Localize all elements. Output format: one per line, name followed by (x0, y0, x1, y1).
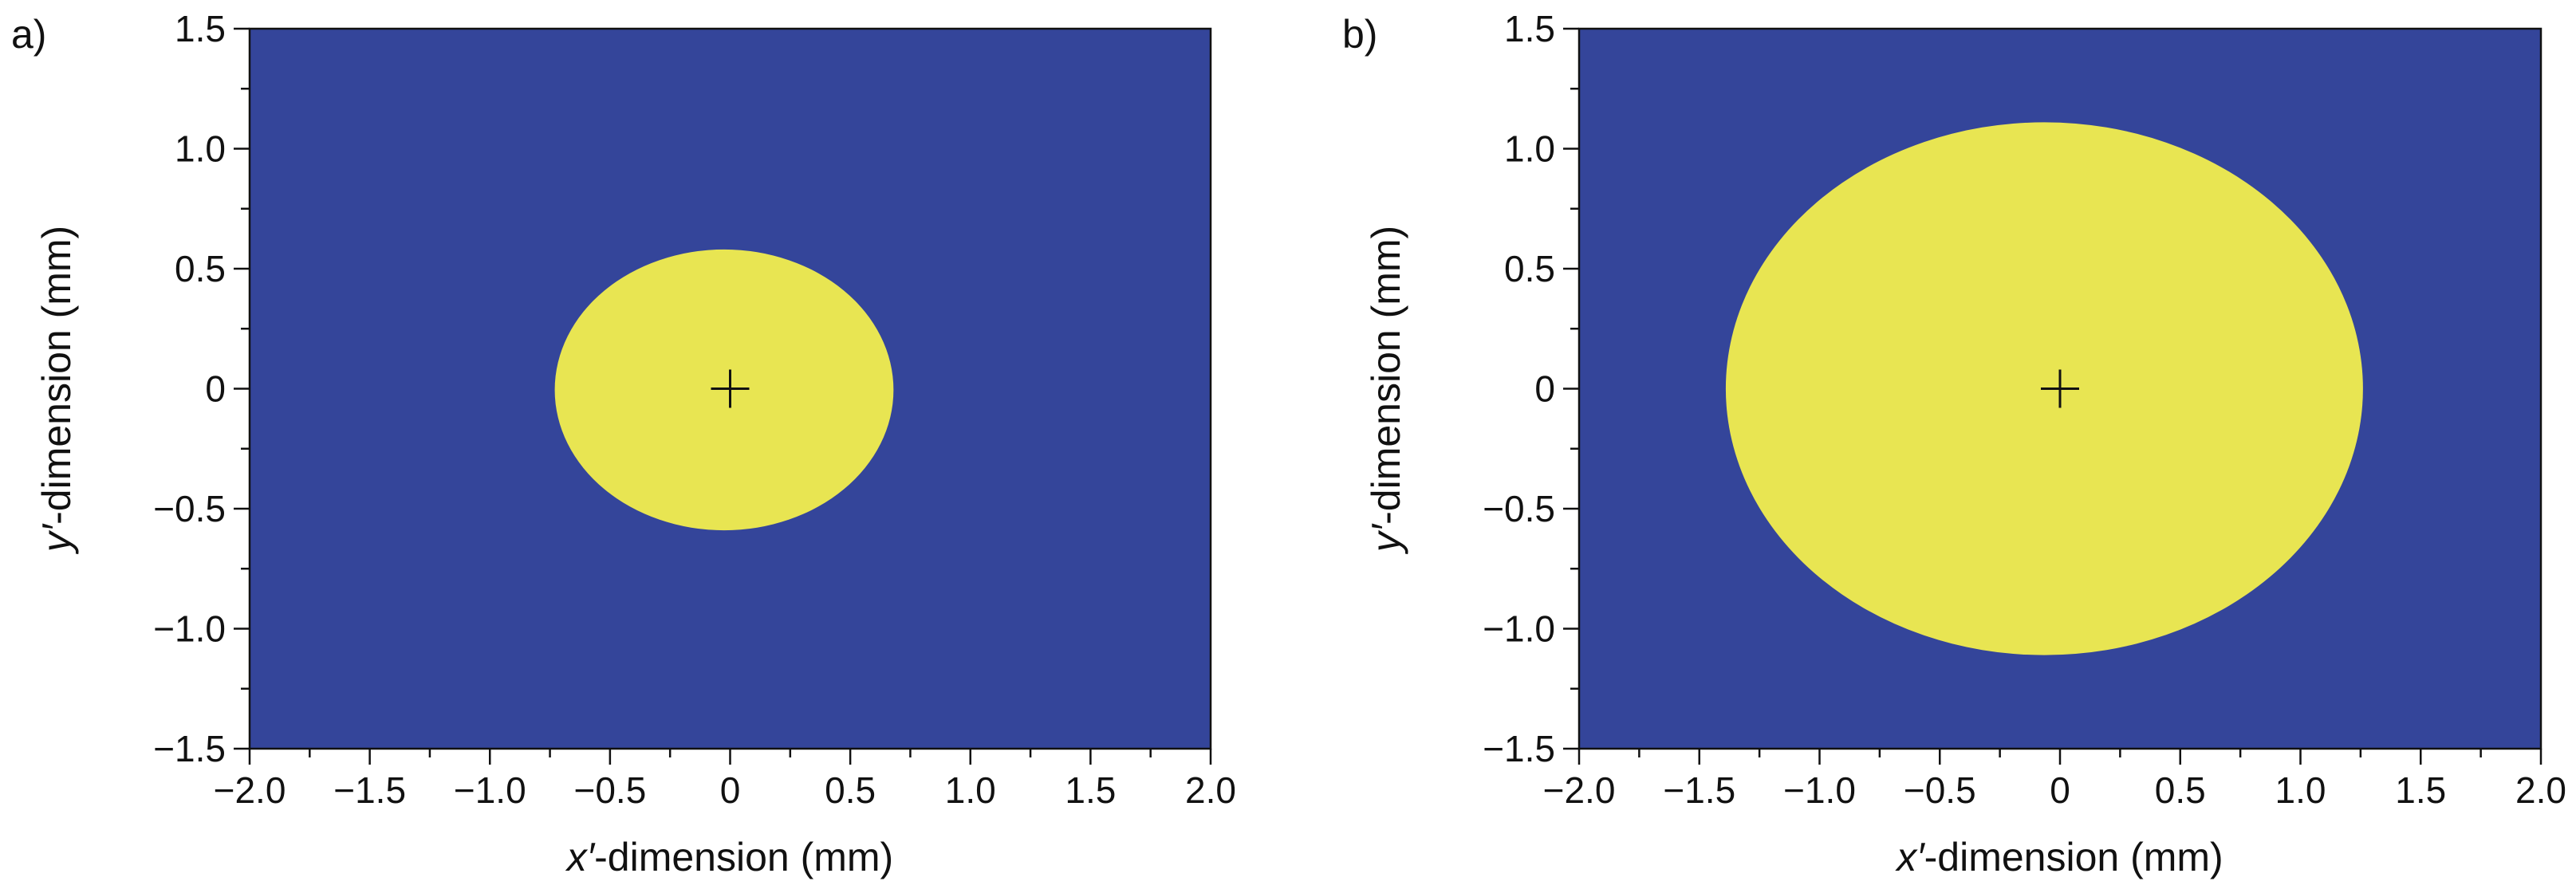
center-marker (2041, 369, 2079, 408)
y-tick-label: −1.0 (153, 608, 226, 650)
y-tick-label: 0 (205, 368, 226, 410)
x-tick-label: 2.0 (2515, 769, 2566, 811)
panel-label: b) (1342, 12, 1377, 57)
chart-panel-b: b)−2.0 −1.5 −1.0 −0.5 0 0.5 1.0 1.5 2.0−1.5−1.0−… (1342, 8, 2566, 879)
x-tick-label: 0 (2050, 769, 2070, 811)
y-tick-label: 1.5 (1504, 8, 1555, 49)
y-tick-label: −1.5 (1483, 728, 1555, 769)
y-axis-title: y′-dimension (mm) (1364, 226, 1408, 554)
y-tick-label: −0.5 (153, 488, 226, 529)
x-tick-label: 0.5 (2155, 769, 2206, 811)
chart-panel-a: a)−2.0 −1.5 −1.0 −0.5 0 0.5 1.0 1.5 2.0−1.5−1.0−… (11, 8, 1236, 879)
y-axis-title: y′-dimension (mm) (34, 226, 79, 554)
x-tick-label: 1.0 (2275, 769, 2326, 811)
y-tick-label: 0.5 (175, 248, 226, 289)
y-tick-label: 1.0 (175, 128, 226, 170)
x-tick-label: −2.0 (1543, 769, 1616, 811)
x-tick-label: 1.5 (1065, 769, 1116, 811)
center-marker (711, 369, 750, 408)
x-tick-label: 0.5 (825, 769, 876, 811)
panel-label: a) (11, 12, 46, 57)
y-tick-label: 0 (1534, 368, 1555, 410)
x-tick-label: 1.5 (2395, 769, 2446, 811)
x-tick-label: −0.5 (1904, 769, 1976, 811)
x-tick-label: 0 (720, 769, 741, 811)
y-tick-label: −0.5 (1483, 488, 1555, 529)
x-tick-label: −0.5 (573, 769, 646, 811)
x-tick-label: 2.0 (1185, 769, 1236, 811)
x-axis-title: x′-dimension (mm) (565, 835, 893, 879)
y-tick-label: 0.5 (1504, 248, 1555, 289)
y-tick-label: 1.0 (1504, 128, 1555, 170)
x-tick-label: −1.0 (454, 769, 526, 811)
x-tick-label: −1.5 (333, 769, 406, 811)
beam-region (554, 249, 894, 531)
x-axis-title: x′-dimension (mm) (1895, 835, 2223, 879)
y-tick-label: 1.5 (175, 8, 226, 49)
y-tick-label: −1.5 (153, 728, 226, 769)
x-tick-label: −2.0 (214, 769, 286, 811)
x-tick-label: −1.5 (1663, 769, 1735, 811)
x-tick-label: −1.0 (1783, 769, 1856, 811)
x-tick-label: 1.0 (945, 769, 996, 811)
y-tick-label: −1.0 (1483, 608, 1555, 650)
